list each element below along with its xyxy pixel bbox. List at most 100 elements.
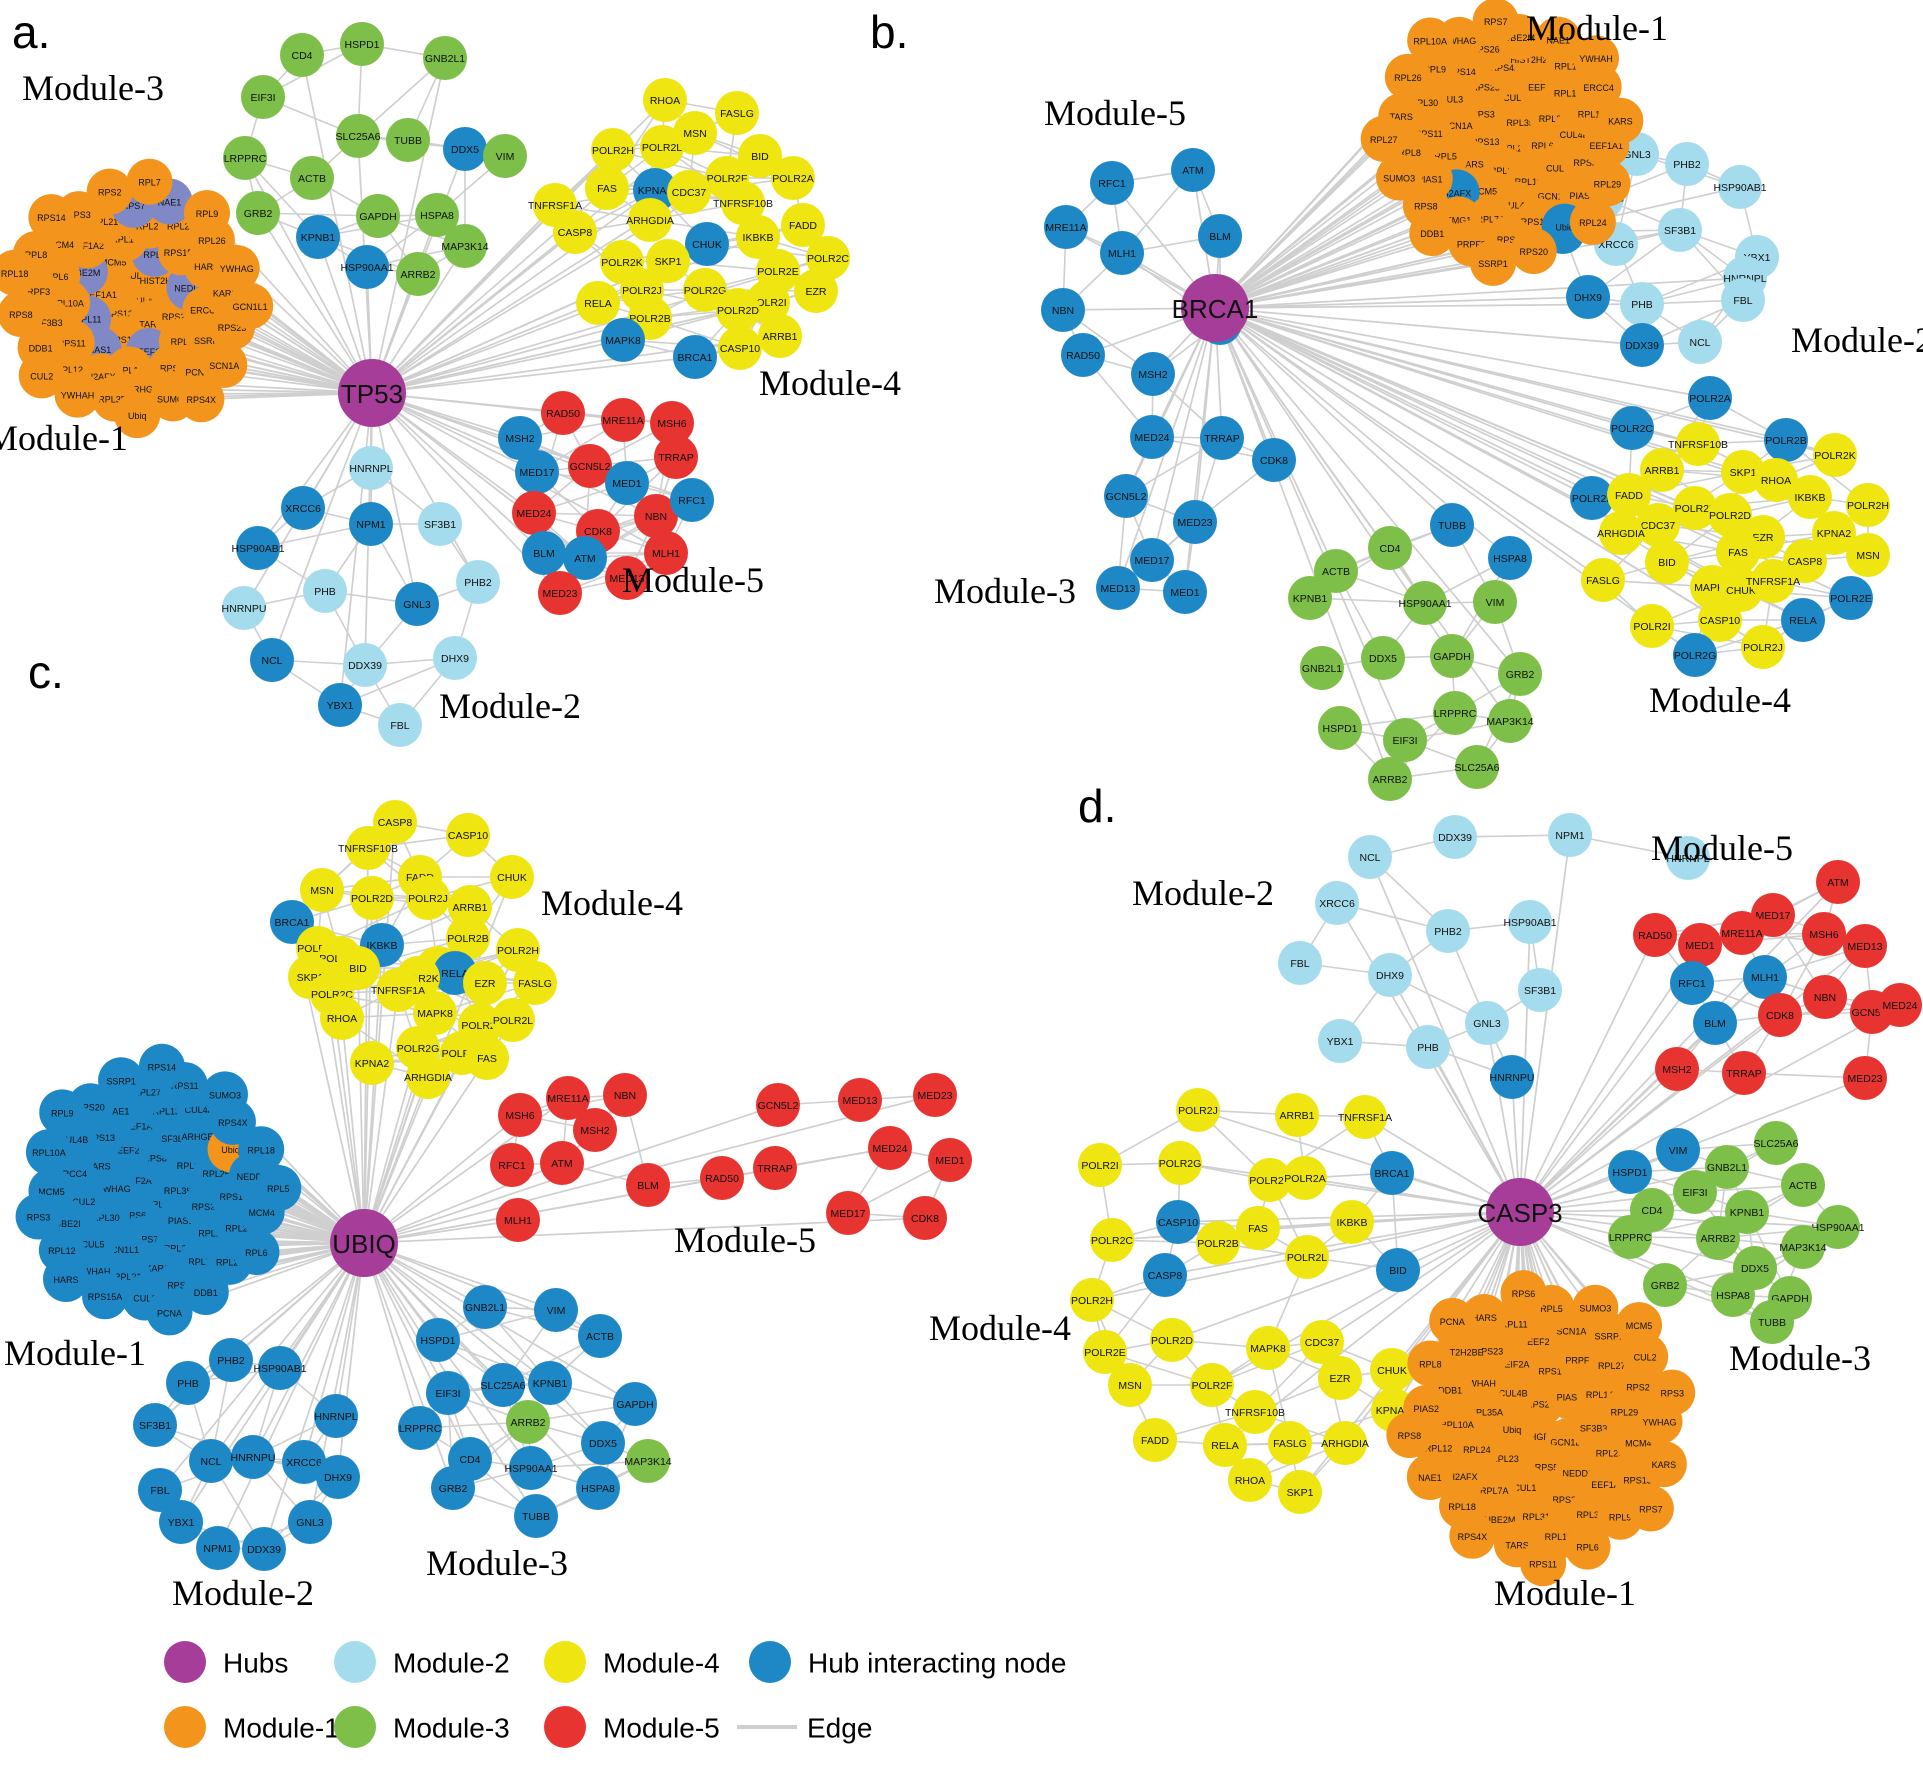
node-RPL29 bbox=[1584, 160, 1631, 207]
node-MRE11A bbox=[1044, 205, 1088, 249]
node-HSP90AB1 bbox=[1718, 165, 1762, 209]
node-RELA bbox=[576, 281, 620, 325]
node-DHX9 bbox=[1566, 275, 1610, 319]
node-YWHAH bbox=[54, 371, 101, 418]
node-EIF3I bbox=[241, 75, 285, 119]
node-TRRAP bbox=[654, 435, 698, 479]
node-RPL27 bbox=[1360, 115, 1407, 162]
node-HNRNPU bbox=[222, 586, 266, 630]
node-MED17 bbox=[1130, 538, 1174, 582]
node-HSP90AA1 bbox=[509, 1446, 553, 1490]
node-GRB2 bbox=[1498, 652, 1542, 696]
node-MED24 bbox=[512, 491, 556, 535]
node-HNRNPU bbox=[1490, 1055, 1534, 1099]
node-SF3B1 bbox=[418, 502, 462, 546]
node-FAS bbox=[1716, 530, 1760, 574]
node-ATM bbox=[1816, 860, 1860, 904]
node-GRB2 bbox=[431, 1466, 475, 1510]
node-EZR bbox=[1318, 1356, 1362, 1400]
node-RPL9 bbox=[39, 1089, 86, 1136]
node-EZR bbox=[463, 961, 507, 1005]
node-MSH2 bbox=[1131, 352, 1175, 396]
node-SF3B1 bbox=[1658, 208, 1702, 252]
node-PHB2 bbox=[209, 1338, 253, 1382]
node-BLM bbox=[522, 531, 566, 575]
node-SKP1 bbox=[1721, 450, 1765, 494]
node-PHB2 bbox=[1426, 909, 1470, 953]
node-DDB1 bbox=[1409, 209, 1456, 256]
node-HSPA8 bbox=[1488, 536, 1532, 580]
node-POLR2C bbox=[1090, 1218, 1134, 1262]
node-RPL24 bbox=[1569, 199, 1616, 246]
node-KARS bbox=[1597, 97, 1644, 144]
node-NPM1 bbox=[1548, 813, 1592, 857]
node-RPS4X bbox=[178, 376, 225, 423]
node-IKBKB bbox=[736, 215, 780, 259]
node-GCN5L2 bbox=[1104, 474, 1148, 518]
node-LRPPRC bbox=[1433, 691, 1477, 735]
node-GNL3 bbox=[1465, 1001, 1509, 1045]
node-RPS14 bbox=[28, 194, 75, 241]
node-CASP8 bbox=[1783, 539, 1827, 583]
node-EIF3I bbox=[1673, 1170, 1717, 1214]
node-FASLG bbox=[1268, 1421, 1312, 1465]
node-GCN1L1 bbox=[227, 282, 274, 329]
node-FASLG bbox=[715, 91, 759, 135]
node-RPS8 bbox=[0, 290, 44, 337]
node-KPNA2 bbox=[350, 1041, 394, 1085]
node-DDX5 bbox=[1361, 636, 1405, 680]
node-GAPDH bbox=[356, 194, 400, 238]
node-HSPA8 bbox=[1711, 1273, 1755, 1317]
node-ARRB1 bbox=[1275, 1093, 1319, 1137]
node-GRB2 bbox=[236, 191, 280, 235]
node-TUBB bbox=[386, 118, 430, 162]
node-MLH1 bbox=[496, 1198, 540, 1242]
node-MSN bbox=[673, 111, 717, 155]
node-TUBB bbox=[1430, 503, 1474, 547]
node-NCL bbox=[1678, 320, 1722, 364]
node-TNFRSF10B bbox=[1676, 422, 1720, 466]
node-MED23 bbox=[1843, 1056, 1887, 1100]
node-MSH2 bbox=[573, 1108, 617, 1152]
node-HSP90AA1 bbox=[1816, 1205, 1860, 1249]
node-FADD bbox=[1133, 1418, 1177, 1462]
node-CASP8 bbox=[553, 210, 597, 254]
node-DHX9 bbox=[316, 1455, 360, 1499]
node-KPNB1 bbox=[1288, 576, 1332, 620]
node-POLR2G bbox=[1158, 1141, 1202, 1185]
node-DDX5 bbox=[443, 127, 487, 171]
node-RFC1 bbox=[670, 478, 714, 522]
node-BID bbox=[1376, 1248, 1420, 1292]
node-FBL bbox=[1278, 941, 1322, 985]
node-MAPK8 bbox=[1246, 1326, 1290, 1370]
legend-swatch-module-5 bbox=[544, 1706, 586, 1748]
nodes: CASP8CASP10TNFRSF10BFADDCHUKMSNPOLR2DPOL… bbox=[15, 800, 972, 1571]
node-PHB bbox=[1406, 1025, 1450, 1069]
node-RPL6 bbox=[233, 1229, 280, 1276]
node-BID bbox=[738, 134, 782, 178]
node-VIM bbox=[1656, 1128, 1700, 1172]
legend-swatch-hubs bbox=[164, 1641, 206, 1683]
node-YWHAH bbox=[1573, 35, 1620, 82]
node-RHOA bbox=[320, 996, 364, 1040]
node-RHOA bbox=[643, 78, 687, 122]
node-MED1 bbox=[1163, 570, 1207, 614]
node-MED1 bbox=[605, 461, 649, 505]
node-TUBB bbox=[514, 1494, 558, 1538]
node-MED24 bbox=[1130, 415, 1174, 459]
node-POLR2A bbox=[1688, 376, 1732, 420]
node-TUBB bbox=[1750, 1300, 1794, 1344]
node-POLR2B bbox=[1764, 418, 1808, 462]
node-MED17 bbox=[515, 450, 559, 494]
node-POLR2D bbox=[1150, 1318, 1194, 1362]
node-RAD50 bbox=[1061, 333, 1105, 377]
node-MED23 bbox=[538, 571, 582, 615]
node-RPL18 bbox=[0, 249, 38, 296]
node-POLR2B bbox=[446, 916, 490, 960]
node-SLC25A6 bbox=[336, 114, 380, 158]
node-DDX5 bbox=[581, 1421, 625, 1465]
node-POLR2F bbox=[1673, 486, 1717, 530]
node-ACTB bbox=[578, 1314, 622, 1358]
